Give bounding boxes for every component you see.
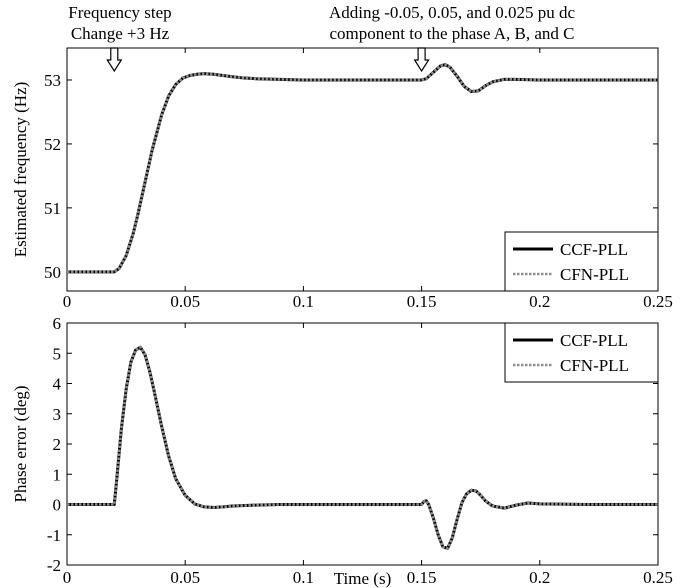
legend-label: CCF-PLL <box>560 331 628 350</box>
y-tick-label: 4 <box>53 375 62 394</box>
y-axis-label: Estimated frequency (Hz) <box>11 82 30 258</box>
chart-panel-1: 0 0.05 0.1 0.15 0.2 0.25 50 51 52 53 Estimated fre… <box>11 47 673 311</box>
y-tick-label: 53 <box>44 71 61 90</box>
annotation-line: component to the phase A, B, and C <box>329 24 575 43</box>
x-tick-label: 0.25 <box>643 292 673 311</box>
y-tick-label: 2 <box>53 435 62 454</box>
legend-label: CFN-PLL <box>560 356 629 375</box>
legend-box <box>504 231 659 292</box>
x-tick-label: 0.2 <box>529 568 550 587</box>
x-tick-label: 0.25 <box>643 568 673 587</box>
x-tick-label: 0.15 <box>407 292 437 311</box>
x-axis-label: Time (s) <box>334 569 391 588</box>
x-tick-label: 0.2 <box>529 292 550 311</box>
legend-label: CFN-PLL <box>560 265 629 284</box>
y-axis-label: Phase error (deg) <box>11 385 30 502</box>
y-tick-label: 5 <box>53 344 62 363</box>
chart-panel-2: 0 0.05 0.1 0.15 0.2 0.25 -2 -1 0 1 2 3 4 5 6 Phase erro… <box>11 314 673 588</box>
x-tick-label: 0.1 <box>293 568 314 587</box>
y-tick-label: -2 <box>47 556 61 575</box>
x-tick-label: 0 <box>63 292 72 311</box>
y-tick-label: -1 <box>47 526 61 545</box>
x-tick-label: 0.05 <box>170 568 200 587</box>
x-tick-label: 0.05 <box>170 292 200 311</box>
y-tick-label: 1 <box>53 465 62 484</box>
legend-label: CCF-PLL <box>560 240 628 259</box>
series-line-cfn-pll <box>67 345 658 550</box>
annotation-arrow <box>413 47 430 73</box>
y-tick-label: 51 <box>44 199 61 218</box>
legend-box <box>504 322 659 383</box>
dc-offset-annotation: Adding -0.05, 0.05, and 0.025 pu dc comp… <box>262 2 642 44</box>
y-tick-label: 0 <box>53 496 62 515</box>
frequency-step-annotation: Frequency step Change +3 Hz <box>20 2 220 44</box>
plot-frame <box>66 47 659 292</box>
annotation-line: Change +3 Hz <box>70 24 170 43</box>
y-tick-label: 50 <box>44 263 61 282</box>
annotation-arrow <box>106 47 123 73</box>
series-line-cfn-pll <box>67 63 658 274</box>
x-tick-label: 0.15 <box>407 568 437 587</box>
y-tick-label: 6 <box>53 314 62 333</box>
x-tick-label: 0.1 <box>293 292 314 311</box>
legend: CCF-PLL CFN-PLL <box>504 322 659 383</box>
x-tick-label: 0 <box>63 568 72 587</box>
annotation-line: Adding -0.05, 0.05, and 0.025 pu dc <box>328 3 575 22</box>
annotation-line: Frequency step <box>68 3 172 22</box>
y-tick-label: 3 <box>53 405 62 424</box>
legend: CCF-PLL CFN-PLL <box>504 231 659 292</box>
y-tick-label: 52 <box>44 135 61 154</box>
